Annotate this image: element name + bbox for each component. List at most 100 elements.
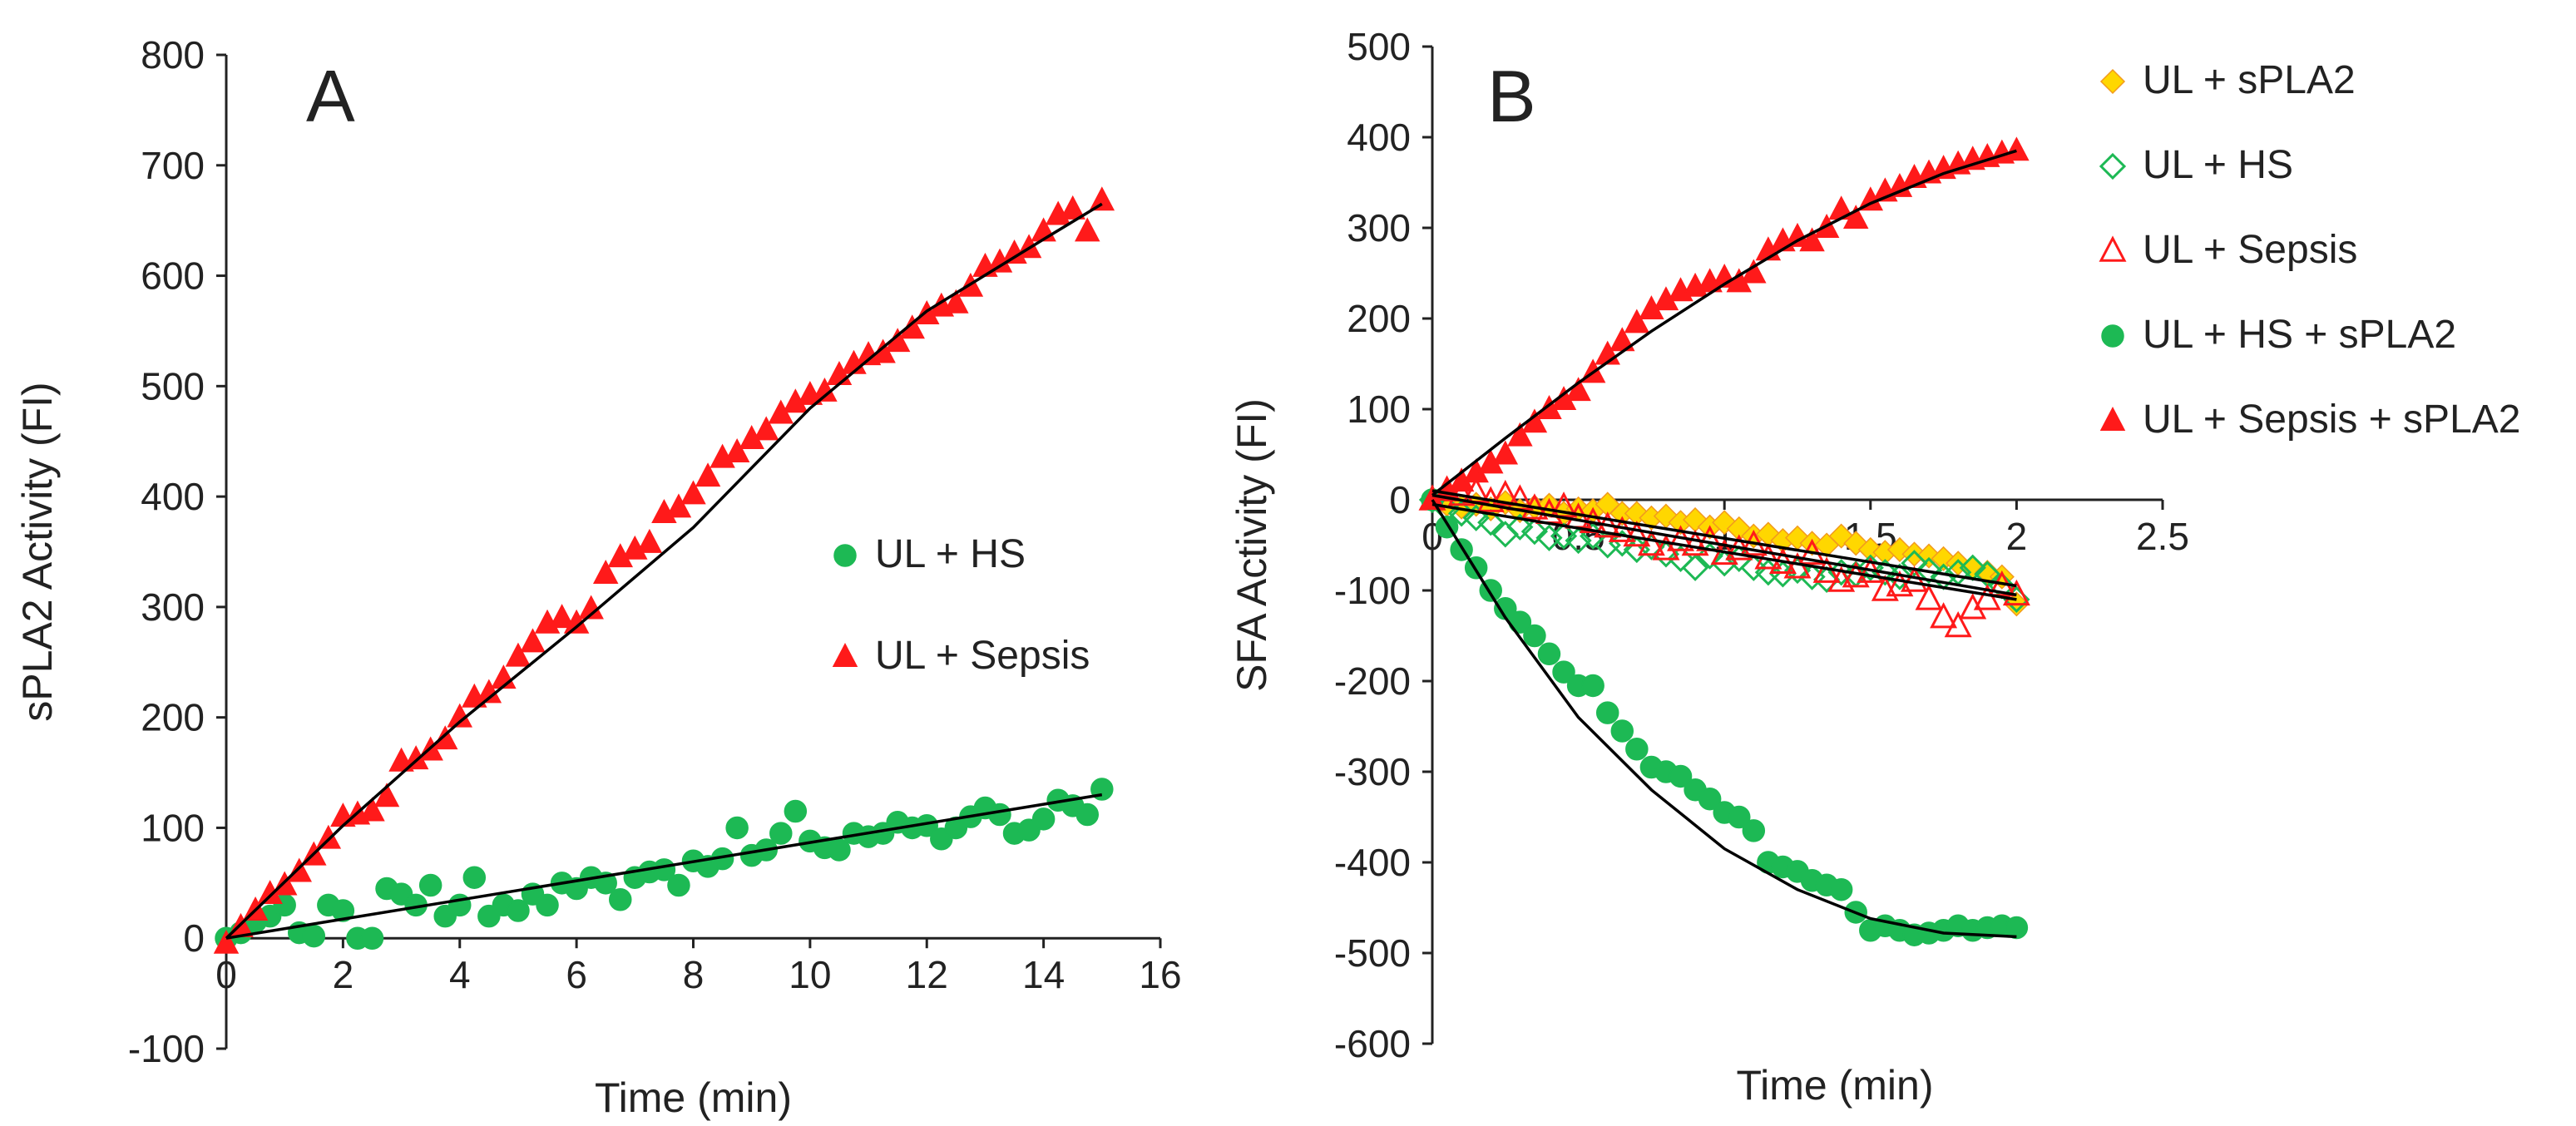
x-axis-title: Time (min) [595,1074,792,1121]
y-tick-label: 700 [141,144,205,187]
data-point [1595,701,1619,724]
data-point [1523,624,1546,648]
legend-label: UL + HS [2143,143,2293,187]
data-point [784,799,808,823]
data-point [1901,550,1928,577]
y-axis-title: SFA Activity (FI) [1229,398,1275,692]
x-tick-label: 6 [566,953,587,996]
data-point [1625,738,1649,761]
y-tick-label: 300 [1347,206,1411,249]
data-point [1060,195,1085,220]
data-point [360,926,384,950]
legend-marker [2099,68,2126,95]
data-point [753,416,779,441]
legend-marker [2099,235,2127,262]
data-point [592,560,619,585]
data-point [507,899,530,922]
legend-label: UL + HS + sPLA2 [2143,313,2456,357]
legend-marker [2099,152,2127,180]
series-ul-sepsis-spla2 [1419,136,2030,510]
data-point [2005,916,2029,940]
data-point [1973,584,2001,610]
data-point [1930,602,1958,629]
y-tick-label: 200 [1347,297,1411,340]
data-point [1799,227,1825,252]
data-point [1783,556,1812,585]
y-tick-label: -400 [1334,841,1411,884]
data-point [1901,541,1927,567]
data-point [1491,479,1520,506]
y-tick-label: 200 [141,696,205,739]
data-point [1669,764,1693,788]
data-point [1492,440,1519,465]
data-point [520,628,546,653]
x-tick-label: 16 [1139,953,1181,996]
legend-marker [2101,324,2124,348]
data-point [1506,513,1534,541]
data-point [1075,217,1100,242]
data-point [1842,205,1869,230]
y-tick-label: 400 [141,475,205,518]
legend-item: UL + HS [2099,143,2293,187]
y-axis-title: sPLA2 Activity (FI) [14,382,61,721]
x-axis-title: Time (min) [1736,1062,1933,1109]
panel-letter: A [306,55,355,137]
data-point [1871,559,1899,586]
data-point [1477,509,1505,536]
panel-letter: B [1487,55,1536,137]
data-point [695,462,721,487]
x-tick-label: 12 [906,953,948,996]
data-point [2004,136,2030,161]
y-tick-label: -300 [1334,750,1411,793]
legend-item: UL + Sepsis + sPLA2 [2099,398,2520,442]
y-tick-label: 300 [141,585,205,629]
data-point [1623,520,1651,547]
data-point [1915,556,1943,585]
data-point [667,873,690,897]
legend-label: UL + Sepsis [875,634,1090,678]
data-point [1535,524,1563,551]
data-point [1829,877,1853,901]
y-tick-label: -500 [1334,931,1411,975]
legend-marker [2099,406,2126,431]
x-tick-label: 8 [683,953,705,996]
y-tick-label: -600 [1334,1022,1411,1065]
legend-marker [833,544,857,567]
x-tick-label: 2 [2006,515,2028,558]
legend-label: UL + Sepsis + sPLA2 [2143,398,2520,442]
data-point [1565,377,1591,402]
y-tick-label: 500 [1347,25,1411,68]
data-point [1728,805,1751,829]
data-point [1742,819,1766,842]
data-point [213,929,240,954]
data-point [1652,534,1680,561]
x-tick-label: 0 [215,953,237,996]
data-point [1537,642,1561,666]
data-point [1031,807,1056,831]
data-point [609,888,632,911]
y-tick-label: -200 [1334,659,1411,703]
data-point [1638,533,1665,561]
legend-label: UL + Sepsis [2143,228,2357,272]
data-point [286,857,312,882]
data-point [1610,719,1634,743]
fit-line [225,202,1103,940]
legend-item: UL + sPLA2 [2099,58,2356,102]
data-point [680,480,706,505]
y-tick-label: 0 [1389,478,1411,521]
data-point [769,822,793,845]
data-point [578,595,604,620]
fit-line [225,793,1103,940]
data-point [1784,222,1811,247]
data-point [331,899,355,922]
data-point [1520,518,1549,546]
data-point [536,893,559,917]
fit-line [1431,489,2017,588]
y-tick-label: -100 [128,1027,205,1070]
series-ul-hs [215,778,1114,950]
data-point [373,783,400,807]
data-point [1959,593,1987,620]
data-point [1609,530,1636,557]
y-tick-label: 600 [141,254,205,298]
